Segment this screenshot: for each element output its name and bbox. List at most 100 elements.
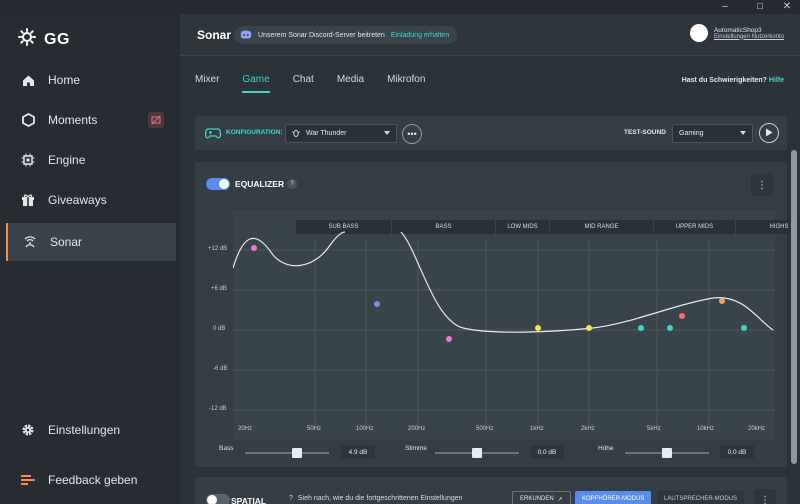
- gift-icon: [20, 192, 36, 208]
- eq-control-point[interactable]: [535, 325, 541, 331]
- account-settings-link[interactable]: Einstellungen Nutzerkonto: [713, 33, 784, 40]
- configuration-label: KONFIGURATION:: [226, 129, 283, 136]
- speaker-mode-button[interactable]: LAUTSPRECHER-MODUS: [657, 491, 745, 504]
- steelseries-logo-icon: [18, 28, 36, 51]
- test-sound-select[interactable]: Gaming: [672, 124, 753, 143]
- bass-value: 4.9 dB: [341, 445, 375, 459]
- main-scrollbar[interactable]: [791, 150, 797, 464]
- stimme-slider-handle[interactable]: [472, 448, 482, 458]
- sidebar-item-label: Einstellungen: [48, 423, 121, 437]
- sidebar-item-giveaways[interactable]: Giveaways: [6, 181, 176, 219]
- discord-icon: [240, 30, 252, 41]
- sidebar-item-label: Giveaways: [48, 193, 107, 207]
- user-name: AutomaticShop3: [713, 26, 762, 34]
- configuration-value: War Thunder: [306, 130, 347, 137]
- band-sub-bass[interactable]: SUB BASS: [296, 220, 392, 234]
- top-header: Sonar Unserem Sonar Discord-Server beitr…: [180, 14, 800, 56]
- chevron-down-icon: [384, 131, 390, 135]
- sidebar: GG Home Moments Engine Giveaways Sonar: [0, 14, 180, 504]
- test-sound-value: Gaming: [679, 130, 704, 137]
- sonar-icon: [22, 234, 38, 250]
- sidebar-item-home[interactable]: Home: [6, 61, 176, 99]
- sidebar-item-label: Sonar: [50, 235, 83, 249]
- tab-media[interactable]: Media: [336, 74, 365, 85]
- stimme-value: 0.0 dB: [530, 445, 564, 459]
- help-link[interactable]: Hilfe: [768, 77, 784, 84]
- hoehe-label: Höhe: [598, 445, 614, 452]
- eq-control-point[interactable]: [586, 325, 592, 331]
- band-upper-mids[interactable]: UPPER MIDS: [654, 220, 736, 234]
- close-button[interactable]: ✕: [782, 1, 792, 12]
- eq-control-point[interactable]: [667, 325, 673, 331]
- equalizer-help-icon[interactable]: ?: [287, 179, 297, 189]
- help-icon: ?: [289, 495, 293, 502]
- hz-label: 1kHz: [530, 426, 544, 432]
- help-prompt: Hast du Schwierigkeiten? Hilfe: [682, 77, 784, 84]
- tab-mixer[interactable]: Mixer: [195, 74, 220, 85]
- equalizer-graph[interactable]: SUB BASS BASS LOW MIDS MID RANGE UPPER M…: [208, 210, 800, 440]
- band-header: SUB BASS BASS LOW MIDS MID RANGE UPPER M…: [296, 220, 800, 234]
- avatar[interactable]: [689, 24, 708, 42]
- sidebar-item-label: Feedback geben: [48, 473, 138, 487]
- help-question: Hast du Schwierigkeiten?: [681, 77, 767, 84]
- hz-label: 5kHz: [647, 426, 661, 432]
- hz-label: 50Hz: [307, 426, 322, 432]
- sidebar-item-engine[interactable]: Engine: [6, 141, 176, 179]
- eq-control-point[interactable]: [251, 245, 257, 251]
- db-label: -12 dB: [209, 406, 227, 412]
- band-bass[interactable]: BASS: [392, 220, 496, 234]
- sidebar-item-label: Moments: [48, 113, 98, 127]
- discord-invite-link[interactable]: Einladung erhalten: [390, 31, 450, 39]
- user-account[interactable]: AutomaticShop3 Einstellungen Nutzerkonto: [689, 24, 784, 42]
- bug-icon: [292, 129, 300, 139]
- more-options-button[interactable]: •••: [402, 124, 422, 144]
- spatial-hint: ? Sieh nach, wie du die fortgeschrittene…: [289, 495, 463, 502]
- bass-label: Bass: [219, 445, 234, 452]
- eq-control-point[interactable]: [719, 298, 725, 304]
- hoehe-value: 0.0 dB: [720, 445, 754, 459]
- equalizer-title: EQUALIZER: [235, 179, 285, 189]
- sidebar-item-label: Home: [48, 73, 81, 87]
- tab-bar: Mixer Game Chat Media Mikrofon: [195, 74, 425, 93]
- tab-game[interactable]: Game: [242, 74, 270, 93]
- eq-control-point[interactable]: [446, 336, 452, 342]
- hz-label: 10kHz: [697, 426, 715, 432]
- spatial-title: SPATIAL: [231, 496, 267, 504]
- discord-banner[interactable]: Unserem Sonar Discord-Server beitreten E…: [234, 26, 458, 44]
- sidebar-item-moments[interactable]: Moments: [6, 101, 176, 139]
- hz-label: 20Hz: [238, 426, 253, 432]
- band-highs[interactable]: HIGHS: [736, 220, 800, 234]
- configuration-bar: KONFIGURATION: War Thunder ••• TEST-SOUN…: [195, 116, 787, 150]
- test-sound-label: TEST-SOUND: [624, 129, 666, 136]
- equalizer-menu-button[interactable]: ⋮: [751, 174, 773, 196]
- explore-button[interactable]: ERKUNDEN ↗: [512, 491, 571, 504]
- eq-control-point[interactable]: [741, 325, 747, 331]
- page-title: Sonar: [197, 28, 232, 42]
- db-label: 0 dB: [213, 326, 226, 332]
- hz-label: 200Hz: [408, 426, 426, 432]
- band-mid-range[interactable]: MID RANGE: [550, 220, 654, 234]
- feedback-icon: [20, 472, 36, 488]
- headphone-mode-button[interactable]: KOPFHÖRER-MODUS: [575, 491, 652, 504]
- play-test-sound-button[interactable]: [759, 123, 779, 143]
- tab-chat[interactable]: Chat: [292, 74, 314, 85]
- equalizer-toggle[interactable]: [206, 178, 230, 190]
- hz-label: 100Hz: [356, 426, 374, 432]
- spatial-menu-button[interactable]: ⋮: [754, 489, 776, 504]
- eq-control-point[interactable]: [638, 325, 644, 331]
- eq-control-point[interactable]: [679, 313, 685, 319]
- bass-slider-handle[interactable]: [292, 448, 303, 458]
- spatial-toggle[interactable]: [206, 494, 230, 504]
- band-low-mids[interactable]: LOW MIDS: [496, 220, 550, 234]
- sidebar-item-sonar[interactable]: Sonar: [6, 223, 176, 261]
- db-label: +6 dB: [211, 286, 227, 292]
- bass-slider-track[interactable]: [245, 452, 329, 454]
- eq-control-point[interactable]: [374, 301, 380, 307]
- hoehe-slider-handle[interactable]: [662, 448, 672, 458]
- configuration-select[interactable]: War Thunder: [285, 124, 397, 143]
- sidebar-item-feedback[interactable]: Feedback geben: [6, 461, 176, 499]
- maximize-button[interactable]: ☐: [756, 2, 764, 11]
- sidebar-item-settings[interactable]: Einstellungen: [6, 411, 176, 449]
- tab-mikrofon[interactable]: Mikrofon: [387, 74, 426, 85]
- minimize-button[interactable]: –: [722, 1, 728, 12]
